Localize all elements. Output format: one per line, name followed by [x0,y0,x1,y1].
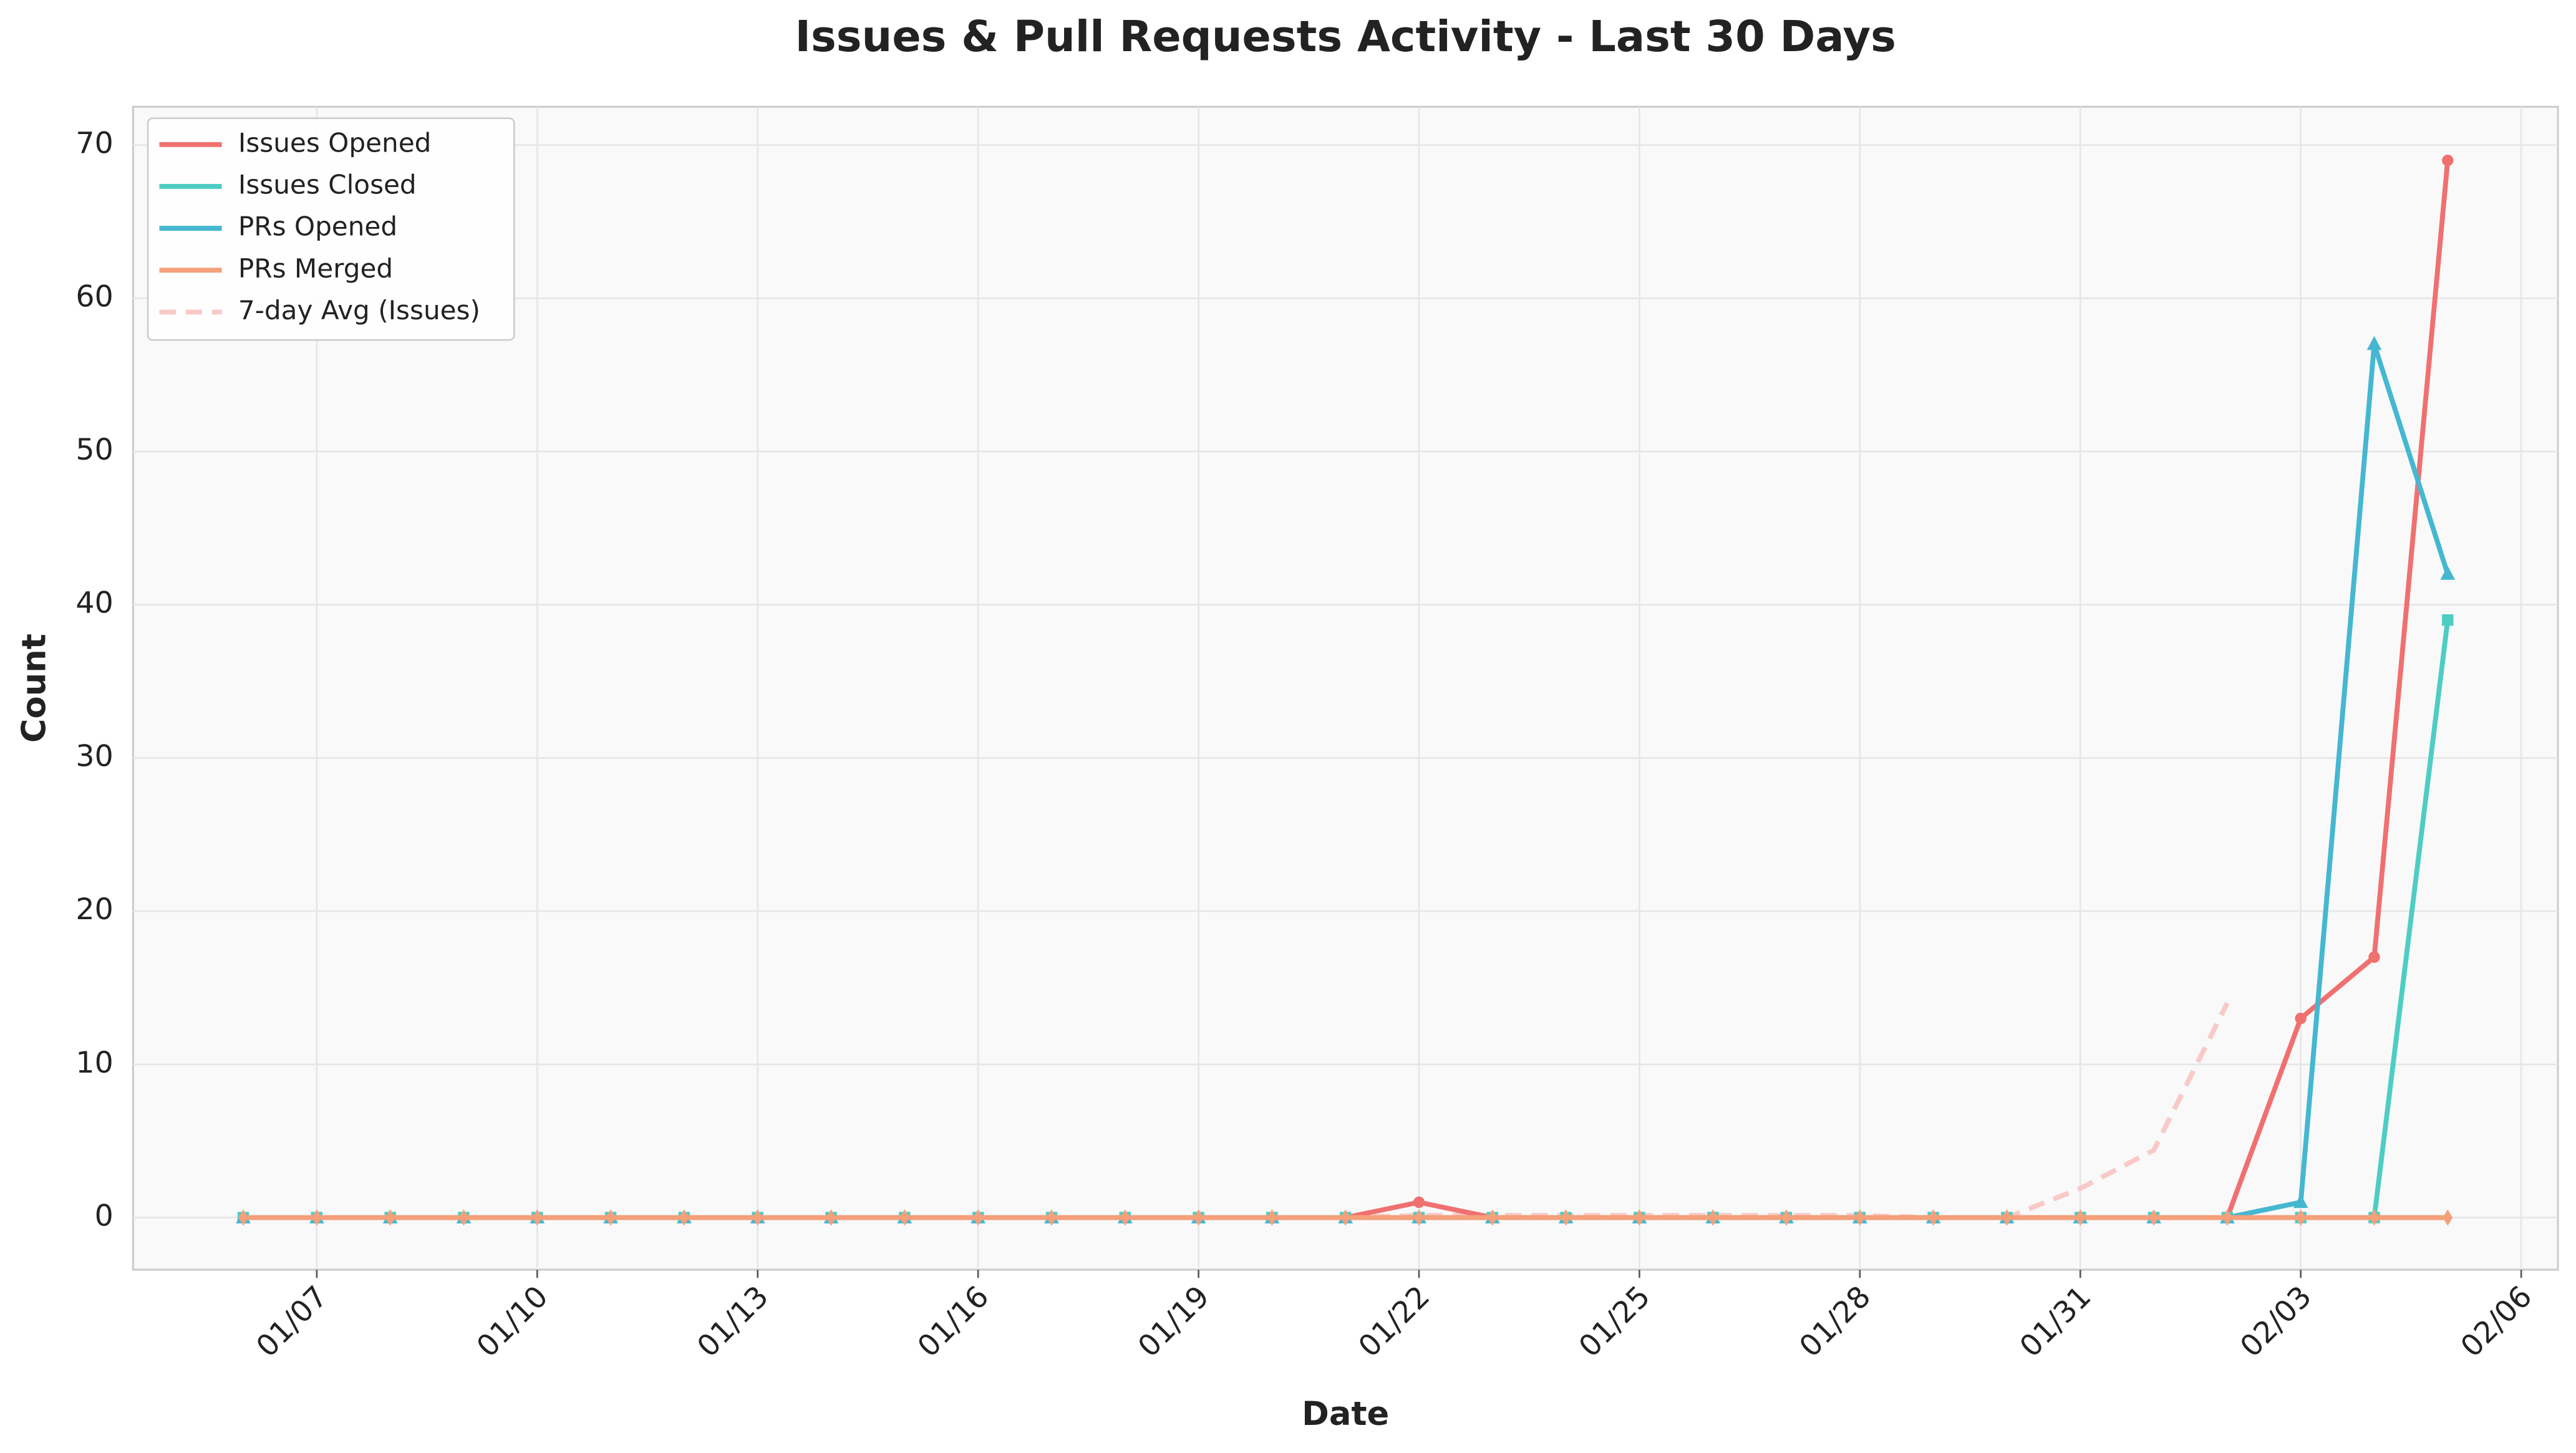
x-tick-label: 01/25 [1572,1280,1657,1364]
marker [1708,1209,1718,1226]
marker [752,1209,763,1226]
marker [311,1209,322,1226]
marker [1413,1196,1425,1209]
y-tick-label: 60 [75,279,113,314]
marker [826,1209,836,1226]
marker [1854,1209,1865,1226]
x-tick-label: 01/22 [1352,1280,1436,1364]
marker [2366,335,2382,350]
marker [1340,1209,1351,1226]
marker [2295,1209,2306,1226]
x-tick-label: 02/06 [2454,1280,2539,1364]
marker [2368,951,2380,963]
marker [532,1209,543,1226]
y-tick-label: 0 [95,1199,114,1233]
marker [1928,1209,1939,1226]
legend-label: PRs Merged [238,253,393,284]
x-tick-label: 01/19 [1131,1280,1216,1364]
y-tick-label: 40 [75,586,113,620]
marker [2293,1194,2308,1209]
y-tick-label: 20 [75,892,113,927]
legend-label: 7-day Avg (Issues) [238,295,480,326]
x-tick-label: 01/28 [1793,1280,1877,1364]
legend-box [147,117,515,341]
legend-label: PRs Opened [238,211,397,242]
marker [973,1209,984,1226]
y-tick-label: 50 [75,433,113,467]
marker [1634,1209,1645,1226]
y-tick-label: 30 [75,739,113,773]
y-axis-label: Count [16,634,54,743]
marker [1561,1209,1571,1226]
legend: Issues Opened Issues Closed PRs Opened PRs … [147,117,515,341]
marker [899,1209,910,1226]
y-tick-label: 10 [75,1046,113,1080]
legend-label: Issues Opened [238,127,431,158]
legend-label: Issues Closed [238,169,417,200]
marker [2440,566,2456,580]
marker [2295,1012,2307,1025]
marker [1781,1209,1791,1226]
x-axis-label: Date [1302,1395,1389,1433]
marker [2443,1209,2453,1226]
marker [679,1209,689,1226]
marker [1267,1209,1277,1226]
y-tick-label: 70 [75,127,113,161]
marker [1193,1209,1204,1226]
chart-title: Issues & Pull Requests Activity - Last 3… [795,12,1896,62]
marker [1414,1209,1424,1226]
marker [606,1209,616,1226]
marker [2149,1209,2159,1226]
x-tick-label: 01/31 [2013,1280,2098,1364]
marker [1120,1209,1130,1226]
marker [2442,614,2454,626]
x-tick-label: 01/10 [470,1280,554,1364]
marker [2002,1209,2012,1226]
marker [238,1209,248,1226]
marker [385,1209,395,1226]
marker [2442,154,2454,167]
x-tick-label: 01/07 [250,1280,334,1364]
marker [2075,1209,2086,1226]
marker [2222,1209,2232,1226]
x-tick-label: 01/16 [911,1280,995,1364]
x-tick-label: 01/13 [690,1280,775,1364]
x-tick-label: 02/03 [2234,1280,2318,1364]
marker [2369,1209,2380,1226]
marker [1487,1209,1498,1226]
marker [1047,1209,1057,1226]
